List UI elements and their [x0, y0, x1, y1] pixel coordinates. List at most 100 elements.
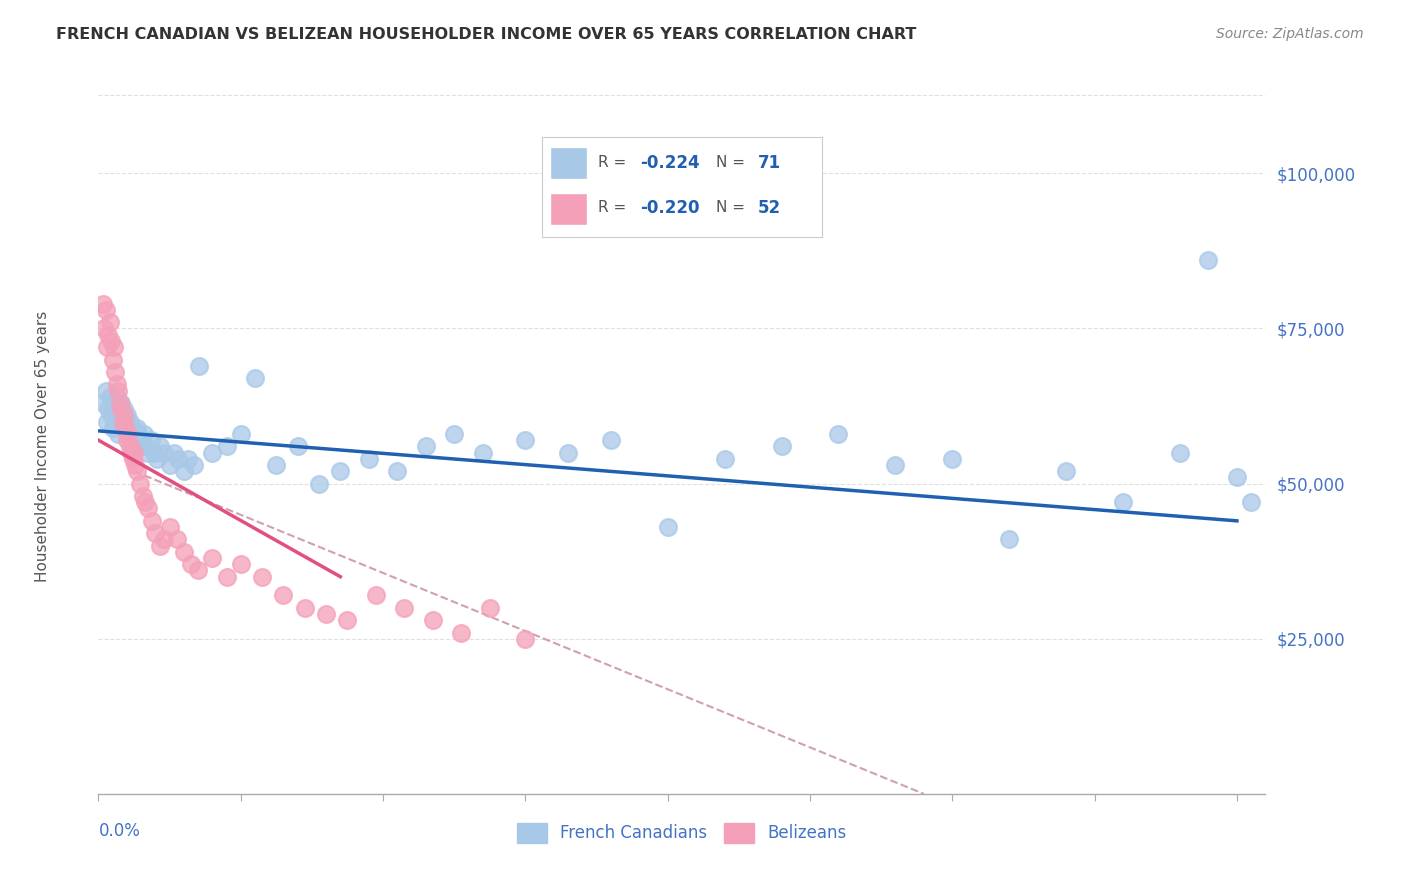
Point [111, 415, 134, 429]
Point [108, 396, 131, 410]
Point [91, 296, 114, 310]
Point [112, 409, 135, 423]
Point [315, 607, 337, 621]
Point [308, 476, 330, 491]
Point [97, 327, 120, 342]
Point [364, 588, 387, 602]
Point [201, 445, 224, 459]
Point [149, 539, 172, 553]
Point [136, 501, 159, 516]
Point [112, 402, 135, 417]
Point [1054, 464, 1077, 478]
Point [100, 334, 122, 348]
Point [188, 359, 211, 373]
Point [153, 533, 176, 547]
Point [110, 402, 132, 417]
Text: FRENCH CANADIAN VS BELIZEAN HOUSEHOLDER INCOME OVER 65 YEARS CORRELATION CHART: FRENCH CANADIAN VS BELIZEAN HOUSEHOLDER … [56, 27, 917, 42]
Point [713, 451, 735, 466]
Point [229, 427, 252, 442]
Point [101, 421, 124, 435]
Point [108, 409, 131, 423]
Point [998, 533, 1021, 547]
Point [1112, 495, 1135, 509]
Point [243, 371, 266, 385]
Point [98, 390, 121, 404]
Point [163, 445, 186, 459]
Point [129, 433, 152, 447]
Point [107, 427, 129, 442]
Legend: French Canadians, Belizeans: French Canadians, Belizeans [510, 816, 853, 850]
Point [142, 445, 165, 459]
Point [941, 451, 963, 466]
Point [557, 445, 579, 459]
Point [141, 514, 163, 528]
Point [93, 321, 115, 335]
Point [422, 613, 444, 627]
Point [143, 526, 166, 541]
Point [94, 302, 117, 317]
Point [100, 409, 122, 423]
Point [159, 458, 181, 472]
Point [124, 458, 146, 472]
Point [329, 464, 352, 478]
Point [120, 445, 142, 459]
Point [187, 564, 209, 578]
Point [91, 396, 114, 410]
Point [115, 433, 138, 447]
Point [515, 433, 537, 447]
Point [394, 600, 416, 615]
Point [294, 600, 316, 615]
Point [166, 533, 188, 547]
Point [128, 476, 150, 491]
Point [173, 464, 195, 478]
Point [115, 409, 138, 423]
Point [124, 433, 146, 447]
Point [357, 451, 380, 466]
Point [167, 451, 190, 466]
Point [118, 439, 141, 453]
Point [117, 427, 139, 442]
Point [177, 451, 200, 466]
Point [128, 439, 150, 453]
Point [104, 415, 127, 429]
Point [104, 365, 127, 379]
Point [415, 439, 437, 453]
Point [101, 352, 124, 367]
Point [103, 340, 125, 354]
Point [105, 390, 128, 404]
Point [114, 421, 136, 435]
Point [139, 433, 162, 447]
Point [114, 421, 136, 435]
Point [105, 377, 128, 392]
Point [136, 445, 159, 459]
Point [336, 613, 359, 627]
Point [122, 445, 145, 459]
Point [146, 451, 169, 466]
Point [1226, 470, 1249, 484]
Point [131, 489, 153, 503]
Point [387, 464, 409, 478]
Point [103, 402, 125, 417]
Point [125, 421, 148, 435]
Point [120, 433, 142, 447]
Point [125, 464, 148, 478]
Point [273, 588, 295, 602]
Point [471, 445, 494, 459]
Point [450, 625, 472, 640]
Point [98, 315, 121, 329]
Point [134, 439, 156, 453]
Point [884, 458, 907, 472]
Point [118, 415, 141, 429]
Point [215, 439, 238, 453]
Point [515, 632, 537, 646]
Point [657, 520, 679, 534]
Point [96, 415, 118, 429]
Point [827, 427, 849, 442]
Point [110, 396, 132, 410]
Point [770, 439, 793, 453]
Point [121, 451, 143, 466]
Point [134, 495, 156, 509]
Point [287, 439, 309, 453]
Point [97, 402, 120, 417]
Point [201, 551, 224, 566]
